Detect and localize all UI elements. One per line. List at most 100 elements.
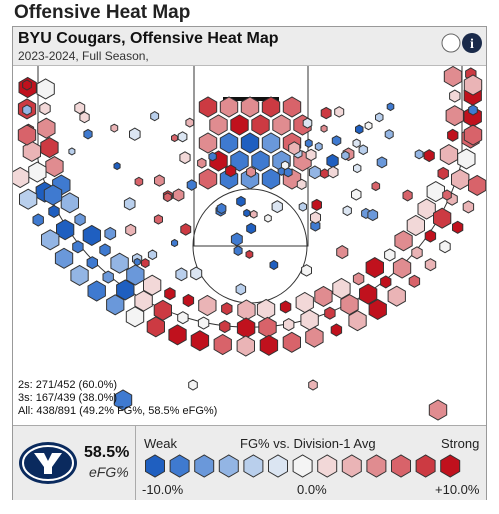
heat-hex [324, 306, 336, 320]
card-header: BYU Cougars, Offensive Heat Map 2023-202… [13, 27, 486, 66]
heat-hex [110, 123, 119, 133]
scale-hex [391, 454, 411, 478]
heat-hex [236, 195, 246, 207]
heat-hex [43, 184, 63, 206]
scale-hex [169, 454, 190, 478]
legend-title: FG% vs. Division-1 Avg [240, 436, 376, 451]
heat-hex [106, 294, 125, 316]
heat-hex [177, 311, 189, 325]
heat-hex [331, 135, 342, 147]
toggle-icon[interactable] [441, 33, 461, 53]
heat-hex [164, 287, 176, 301]
stat-line: 2s: 271/452 (60.0%) [18, 379, 118, 391]
heat-hex [134, 290, 153, 312]
heat-hex [269, 259, 279, 271]
heat-hex [116, 279, 135, 301]
heat-hex [246, 222, 257, 235]
heat-hex [32, 213, 44, 227]
scale-label: +10.0% [435, 482, 480, 497]
heat-hex [225, 164, 237, 178]
court [13, 65, 486, 421]
heat-hex [74, 213, 86, 227]
heat-hex [380, 275, 392, 289]
heat-hex [245, 249, 254, 259]
heat-hex [134, 176, 144, 187]
heat-hex [236, 317, 256, 339]
heat-hex [230, 232, 243, 247]
scale-label: -10.0% [142, 482, 184, 497]
heat-hex [74, 101, 86, 115]
heat-hex [271, 200, 283, 214]
heat-hex [172, 188, 185, 202]
heat-hex [233, 245, 243, 256]
heat-hex [190, 266, 203, 281]
heat-hex [261, 96, 281, 118]
heat-hex [198, 294, 217, 317]
heat-hex [208, 151, 217, 162]
heat-hex [417, 198, 436, 220]
heat-hex [327, 166, 339, 179]
heat-hex [295, 291, 314, 314]
heat-hex [414, 149, 424, 160]
heat-hex [384, 248, 396, 262]
heat-hex [171, 133, 179, 143]
heat-hex [423, 149, 435, 163]
heat-hex [188, 379, 198, 391]
icons[interactable]: i [441, 32, 483, 54]
heat-hex [209, 114, 228, 136]
heat-hex [279, 300, 292, 314]
scale-hex [317, 454, 338, 478]
heat-hex [351, 188, 362, 201]
heat-hex [123, 197, 136, 211]
heat-hex [305, 148, 317, 162]
heat-hex [353, 163, 362, 174]
heat-hex [272, 114, 291, 136]
color-scale [145, 454, 461, 478]
efg-value: 58.5% [84, 444, 130, 461]
heat-hex [376, 156, 388, 169]
heat-hex [439, 144, 459, 166]
heat-hex [113, 389, 133, 411]
scale-hex [341, 454, 362, 478]
heat-hex [175, 267, 188, 282]
heat-hex [451, 168, 470, 190]
info-icon[interactable] [462, 33, 482, 53]
heat-hex [358, 144, 368, 156]
heat-hex [147, 249, 158, 261]
heat-hex [79, 111, 90, 124]
scale-label: 0.0% [297, 482, 327, 497]
scale-hex [268, 454, 288, 478]
heat-hex [308, 165, 321, 180]
heat-hex [17, 124, 37, 146]
heat-hex [326, 153, 339, 169]
heat-hex [70, 264, 89, 286]
heat-hex [348, 310, 367, 332]
heat-hex [296, 178, 307, 190]
heat-hex [198, 96, 218, 118]
heat-hex [301, 264, 312, 277]
heat-hex [37, 117, 56, 139]
heat-hex [230, 114, 249, 136]
heat-hex [334, 106, 345, 118]
heat-hex [261, 132, 281, 154]
card-title: BYU Cougars, Offensive Heat Map [18, 30, 279, 47]
heat-hex [72, 240, 84, 254]
heat-hex [340, 294, 359, 316]
heat-hex [310, 211, 321, 224]
heat-hex [125, 306, 145, 328]
heat-hex [60, 192, 79, 214]
heat-hex [384, 129, 394, 140]
heat-hex [179, 151, 191, 165]
heat-hex [240, 132, 260, 154]
heat-hex [314, 285, 333, 307]
heat-hex [439, 240, 451, 254]
heat-hex [367, 208, 379, 222]
heat-hex [304, 138, 313, 148]
heat-hex [320, 124, 328, 133]
heat-hex [320, 106, 332, 120]
heat-hex [300, 309, 319, 331]
heat-hex [411, 246, 423, 260]
heat-hex [39, 102, 51, 116]
heat-hex [447, 128, 459, 142]
